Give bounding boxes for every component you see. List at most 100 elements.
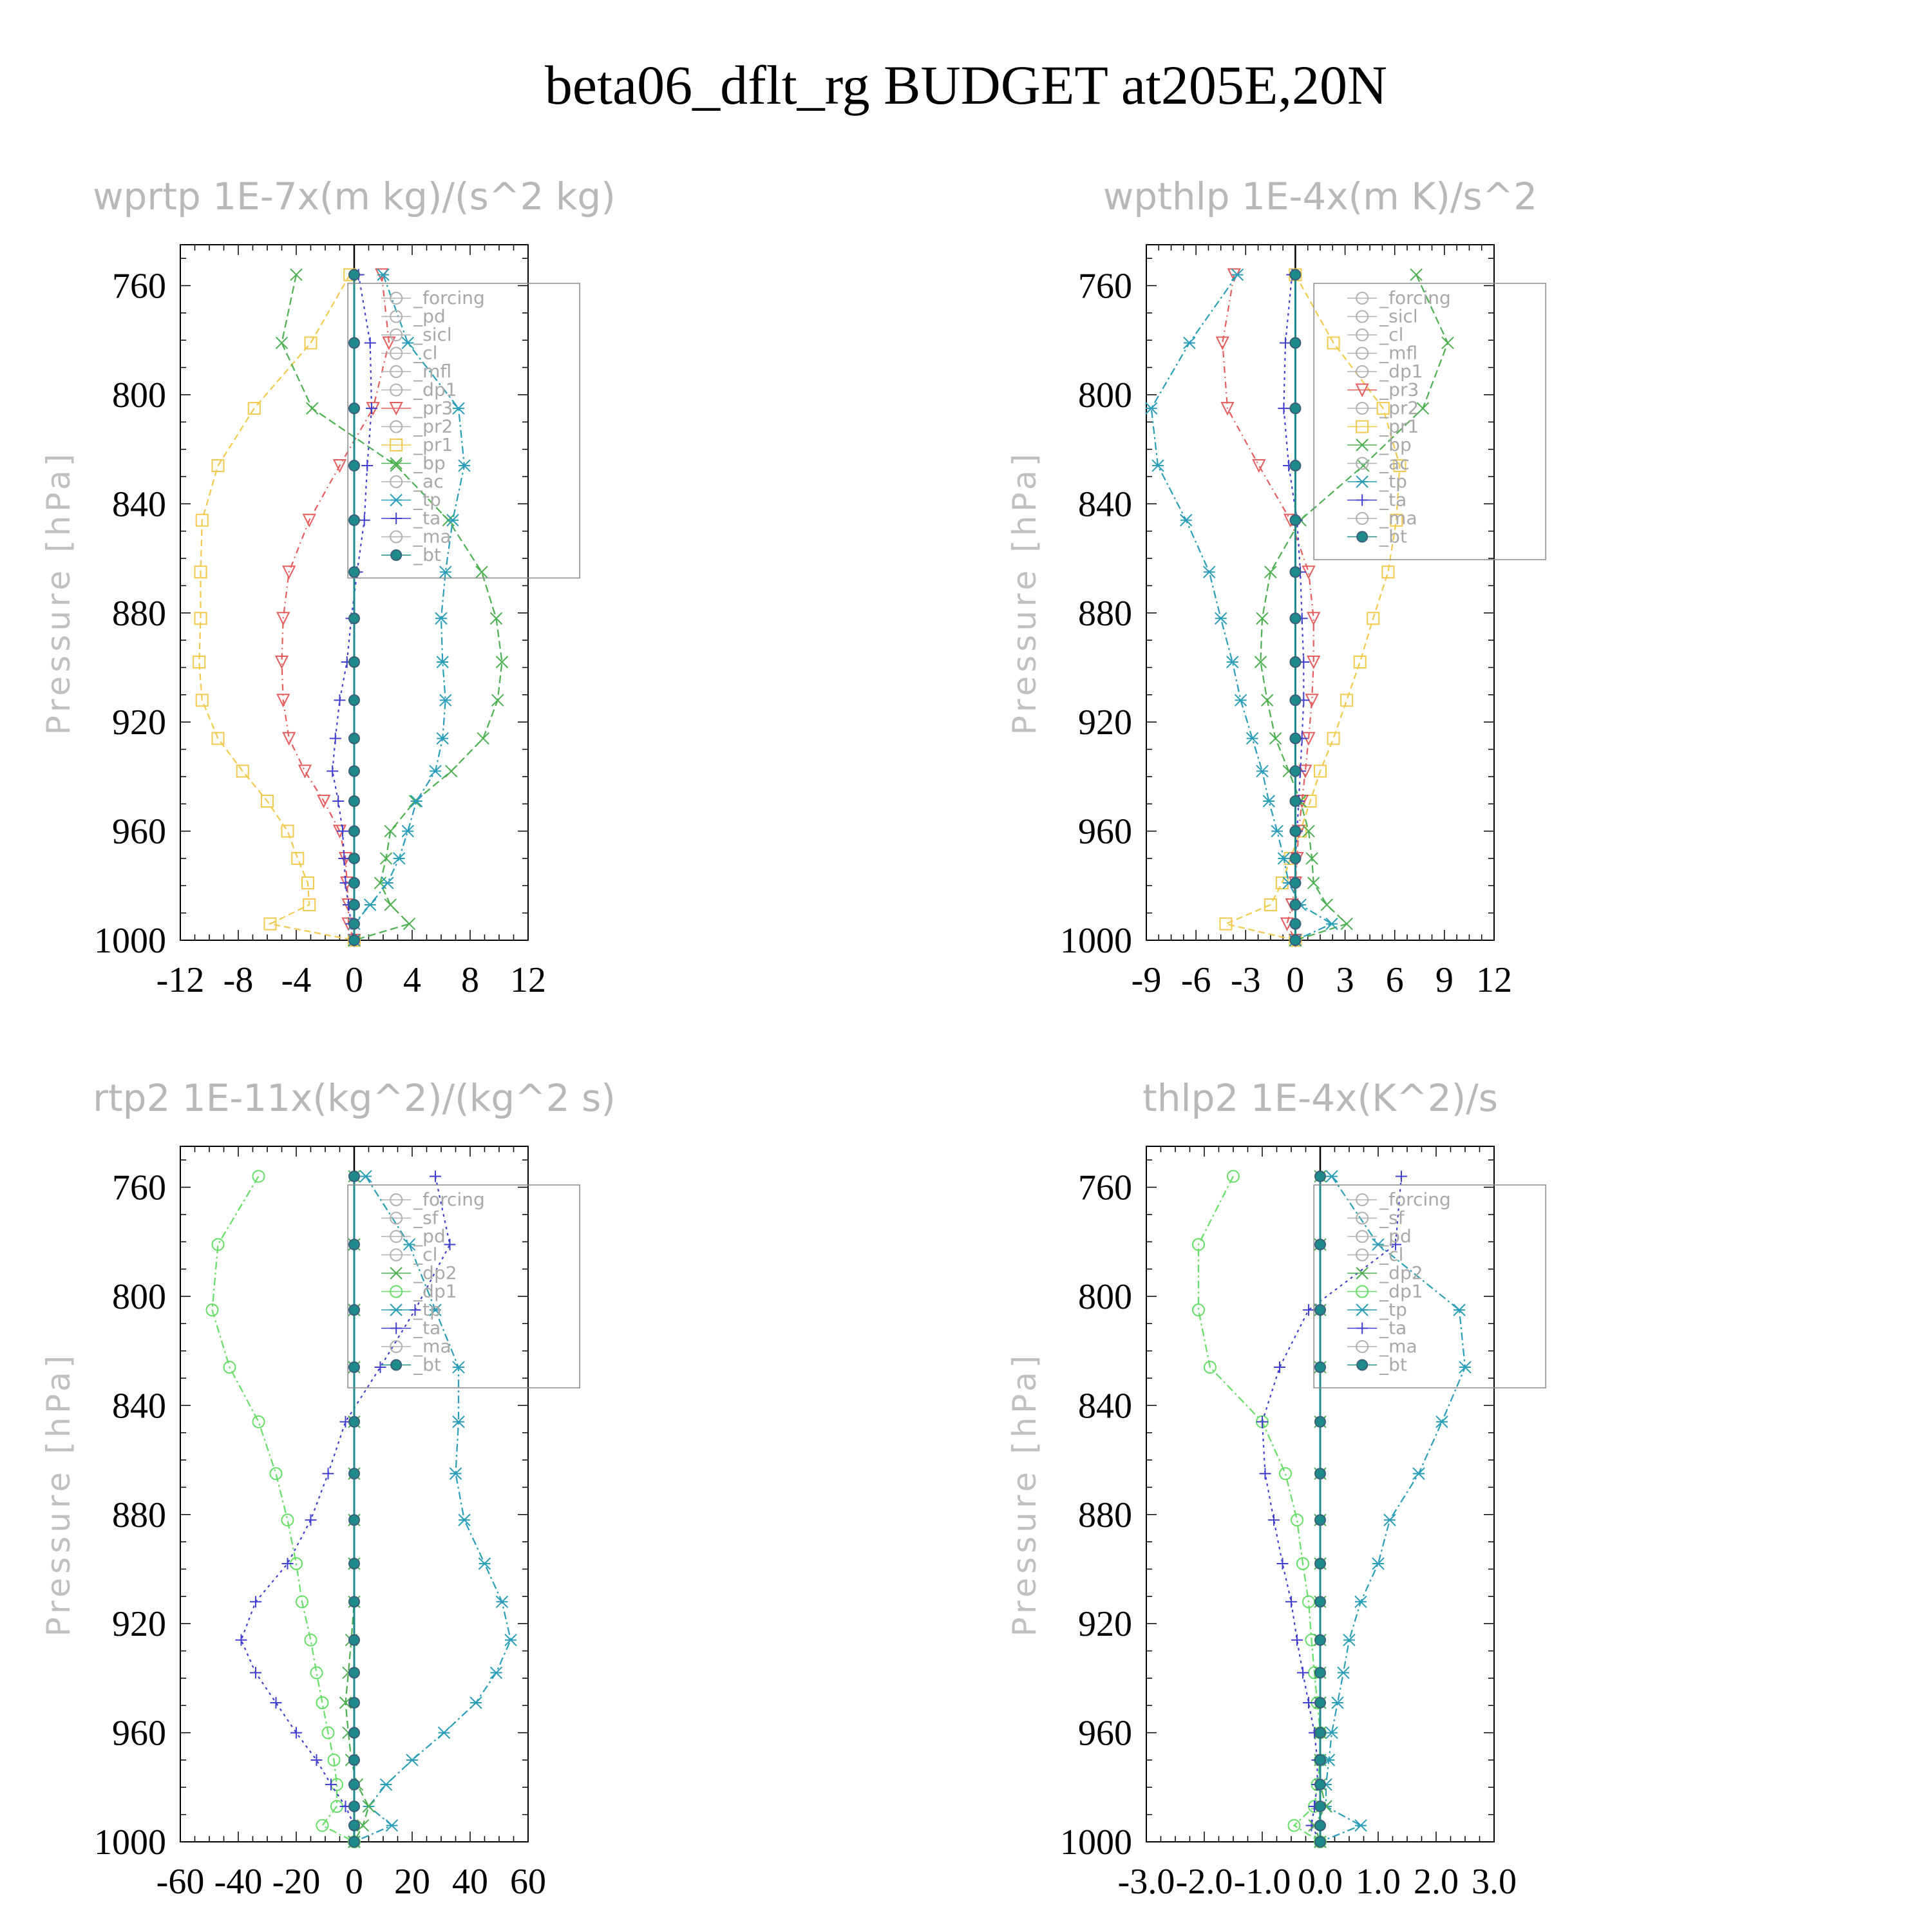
data-point bbox=[469, 1696, 482, 1709]
series-pr3 bbox=[274, 268, 396, 948]
data-point bbox=[374, 1361, 386, 1374]
chart-title: wpthlp 1E-4x(m K)/s^2 bbox=[1103, 175, 1537, 218]
data-point bbox=[1289, 765, 1302, 777]
data-point bbox=[1289, 825, 1302, 837]
legend-entry: _ta bbox=[1379, 489, 1406, 511]
data-point bbox=[348, 1819, 360, 1832]
data-point bbox=[1192, 1238, 1205, 1251]
x-tick-label: 3.0 bbox=[1472, 1862, 1517, 1902]
data-point bbox=[348, 566, 360, 578]
chart-title: wprtp 1E-7x(m kg)/(s^2 kg) bbox=[93, 175, 616, 218]
legend-marker bbox=[390, 1340, 403, 1353]
legend-entry: _ta bbox=[413, 507, 440, 529]
legend-entry: _bt bbox=[413, 544, 441, 565]
data-point bbox=[1289, 852, 1302, 864]
data-point bbox=[348, 732, 360, 744]
data-point bbox=[1459, 1361, 1472, 1374]
legend-entry: _bp bbox=[1379, 434, 1412, 455]
data-point bbox=[1215, 612, 1227, 625]
legend-entry: _dp1 bbox=[413, 379, 457, 401]
series-dp2 bbox=[339, 1170, 375, 1848]
data-point bbox=[1256, 612, 1269, 625]
data-point bbox=[348, 1514, 360, 1526]
y-tick-label: 1000 bbox=[94, 921, 166, 961]
data-point bbox=[475, 565, 488, 578]
data-point bbox=[1289, 694, 1302, 706]
data-point bbox=[1314, 1779, 1326, 1791]
legend-marker bbox=[1356, 328, 1369, 341]
panel-thlp2: thlp2 1E-4x(K^2)/s Pressure [hPa] 760 800 84… bbox=[966, 1063, 1932, 1902]
legend-marker bbox=[390, 365, 403, 378]
legend-entry: _sf bbox=[413, 1208, 439, 1229]
data-point bbox=[1390, 1238, 1401, 1251]
legend-entry: _sicl bbox=[413, 324, 452, 345]
series-bp bbox=[1254, 268, 1454, 947]
data-point bbox=[435, 612, 448, 625]
series-bp bbox=[275, 268, 509, 947]
legend-entry: _pd bbox=[1379, 1226, 1412, 1247]
legend-marker bbox=[390, 1248, 403, 1262]
panel-wprtp: wprtp 1E-7x(m kg)/(s^2 kg) Pressure [hPa]… bbox=[0, 161, 966, 1000]
data-point bbox=[377, 268, 390, 281]
legend-entry: _ac bbox=[413, 471, 444, 492]
data-point bbox=[304, 1633, 317, 1647]
data-point bbox=[274, 656, 289, 670]
data-point bbox=[362, 1800, 375, 1813]
series-bt bbox=[1314, 1170, 1326, 1848]
data-point bbox=[1289, 566, 1302, 578]
legend-entry: _pr2 bbox=[413, 416, 453, 437]
data-point bbox=[1262, 795, 1275, 808]
data-point bbox=[1390, 513, 1403, 527]
data-point bbox=[316, 1819, 329, 1832]
data-point bbox=[332, 459, 347, 473]
legend-marker bbox=[1356, 310, 1369, 323]
data-point bbox=[384, 824, 397, 838]
data-point bbox=[211, 459, 225, 473]
data-point bbox=[348, 460, 360, 472]
legend-entry: _dp1 bbox=[1379, 1281, 1423, 1302]
data-point bbox=[1393, 459, 1406, 473]
chart-thlp2: thlp2 1E-4x(K^2)/s Pressure [hPa] 760 800 84… bbox=[1006, 1076, 1546, 1902]
legend-marker bbox=[390, 1193, 403, 1206]
data-point bbox=[276, 612, 290, 626]
data-point bbox=[1337, 1666, 1350, 1680]
data-point bbox=[1215, 336, 1229, 350]
legend-entry: _bp bbox=[413, 453, 446, 474]
series-pr1 bbox=[193, 268, 361, 947]
legend-marker bbox=[390, 310, 403, 323]
data-point bbox=[194, 612, 207, 625]
legend-entry: _forcing bbox=[1379, 1189, 1451, 1210]
data-point bbox=[235, 1634, 247, 1646]
data-point bbox=[269, 1467, 283, 1481]
data-point bbox=[1296, 1557, 1309, 1570]
legend-entry: _pr1 bbox=[413, 434, 453, 455]
legend-box bbox=[347, 1184, 580, 1388]
y-tick-label: 880 bbox=[112, 1495, 166, 1535]
panel-wpthlp: wpthlp 1E-4x(m K)/s^2 Pressure [hPa] 760 80… bbox=[966, 161, 1932, 1000]
data-point bbox=[1289, 402, 1302, 415]
data-point bbox=[316, 1696, 329, 1709]
data-point bbox=[1314, 1416, 1326, 1428]
legend-marker bbox=[1356, 1340, 1369, 1353]
legend-box bbox=[347, 283, 580, 579]
series-pr3 bbox=[1215, 268, 1321, 948]
data-point bbox=[449, 1467, 462, 1480]
data-point bbox=[361, 460, 374, 472]
data-point bbox=[348, 1667, 360, 1679]
x-tick-label: 20 bbox=[394, 1862, 430, 1902]
data-point bbox=[1303, 1697, 1314, 1709]
data-point bbox=[390, 459, 402, 472]
series-pr1 bbox=[1219, 268, 1406, 947]
legend-entry: _forcing bbox=[413, 287, 485, 308]
x-tick-label: -12 bbox=[156, 960, 205, 1000]
legend-entry: _sf bbox=[1379, 1208, 1405, 1229]
x-tick-label: -9 bbox=[1132, 960, 1162, 1000]
data-point bbox=[1254, 656, 1267, 668]
data-point bbox=[348, 1836, 360, 1848]
data-point bbox=[1231, 268, 1244, 281]
data-point bbox=[1280, 337, 1291, 349]
data-point bbox=[1303, 1304, 1314, 1316]
data-point bbox=[1285, 1596, 1297, 1608]
data-point bbox=[1279, 1467, 1292, 1481]
legend-marker bbox=[390, 292, 403, 305]
